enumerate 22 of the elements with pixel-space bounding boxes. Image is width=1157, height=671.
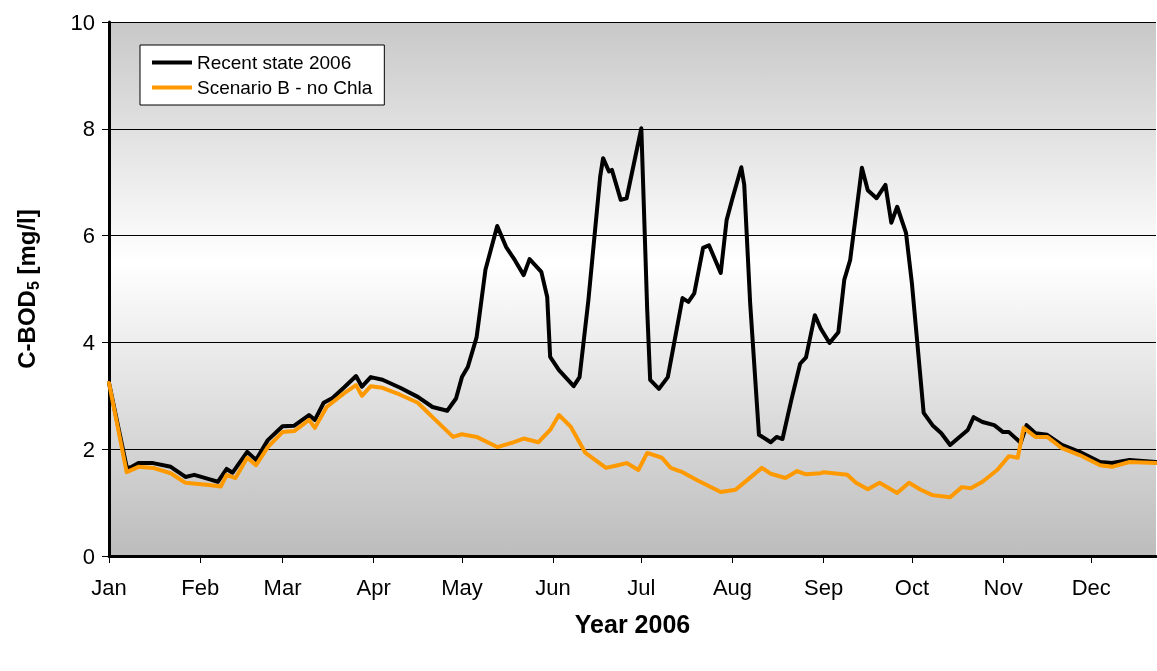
x-axis-title: Year 2006 [574,609,691,638]
x-tick-label: Oct [894,574,930,600]
y-tick-label: 4 [82,329,95,355]
y-tick-label: 0 [82,543,95,569]
x-tick-label: Sep [804,574,844,600]
y-tick-label: 8 [82,116,95,142]
y-tick-label: 2 [82,436,95,462]
legend-label: Recent state 2006 [197,52,352,73]
y-tick-label: 10 [70,9,95,35]
x-tick-label: May [441,574,483,600]
x-tick-label: Apr [356,574,391,600]
x-tick-label: Feb [181,574,220,600]
legend-label: Scenario B - no Chla [197,77,373,98]
x-tick-label: Nov [983,574,1023,600]
x-tick-label: Jan [91,574,127,600]
y-tick-label: 6 [82,223,95,249]
x-tick-label: Jul [627,574,656,600]
x-tick-label: Jun [535,574,571,600]
x-tick-label: Dec [1071,574,1111,600]
y-axis-title: C-BOD5 [mg/l] [12,209,42,369]
x-tick-label: Aug [712,574,753,600]
x-tick-label: Mar [263,574,302,600]
